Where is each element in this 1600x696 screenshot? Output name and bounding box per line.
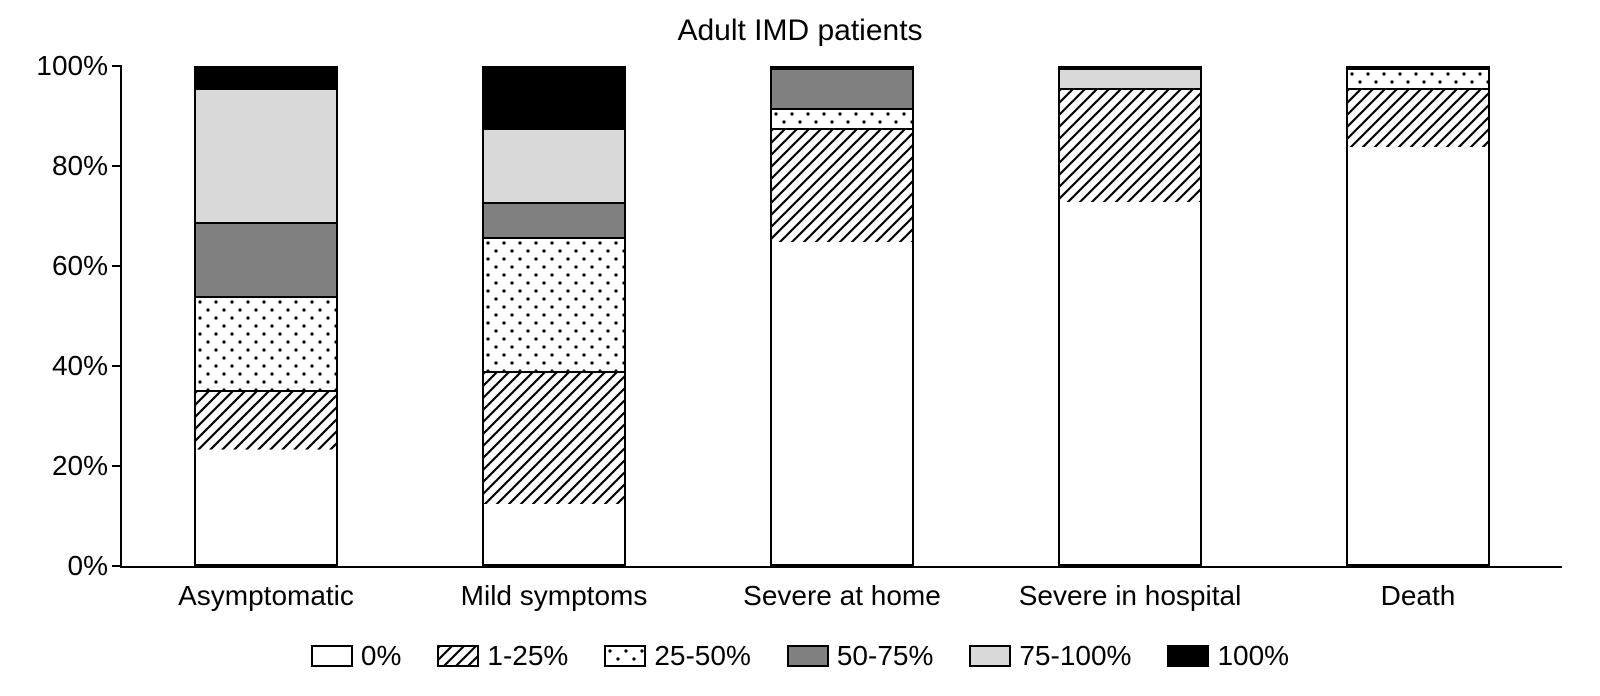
- bar-segment: [1060, 202, 1200, 564]
- y-tick-mark: [112, 465, 122, 467]
- legend-label: 1-25%: [487, 640, 568, 672]
- bar-severe-home: [770, 66, 914, 566]
- legend-label: 25-50%: [654, 640, 751, 672]
- legend-label: 75-100%: [1019, 640, 1131, 672]
- legend-label: 100%: [1217, 640, 1289, 672]
- bars-layer: [122, 66, 1562, 566]
- bar-segment: [484, 128, 624, 202]
- legend-item-pct50-75: 50-75%: [787, 640, 934, 672]
- bar-segment: [772, 68, 912, 108]
- bar-mild: [482, 66, 626, 566]
- chart-container: Adult IMD patients 0%20%40%60%80%100% As…: [0, 0, 1600, 696]
- bar-death: [1346, 66, 1490, 566]
- bar-segment: [196, 222, 336, 296]
- bar-segment: [484, 371, 624, 505]
- bar-segment: [484, 68, 624, 128]
- y-tick-mark: [112, 265, 122, 267]
- bar-segment: [196, 88, 336, 222]
- x-axis-labels: Asymptomatic Mild symptoms Severe at home S…: [122, 566, 1562, 626]
- legend-swatch: [787, 645, 829, 667]
- bar-segment: [1060, 68, 1200, 88]
- bar-segment: [196, 450, 336, 564]
- legend-label: 0%: [361, 640, 401, 672]
- bar-slot: [1274, 66, 1562, 566]
- bar-slot: [122, 66, 410, 566]
- legend-item-pct1-25: 1-25%: [437, 640, 568, 672]
- bar-segment: [484, 202, 624, 237]
- bar-segment: [196, 390, 336, 450]
- bar-segment: [772, 108, 912, 128]
- legend-swatch: [1167, 645, 1209, 667]
- y-tick-label: 100%: [36, 50, 122, 82]
- bar-asymptomatic: [194, 66, 338, 566]
- legend-swatch: [604, 645, 646, 667]
- legend-swatch: [969, 645, 1011, 667]
- bar-segment: [1348, 147, 1488, 564]
- bar-segment: [1348, 68, 1488, 88]
- y-tick-mark: [112, 65, 122, 67]
- legend: 0% 1-25% 25-50% 50-75% 75-100% 100%: [0, 640, 1600, 672]
- chart-title: Adult IMD patients: [0, 14, 1600, 48]
- y-tick-mark: [112, 165, 122, 167]
- bar-slot: [698, 66, 986, 566]
- x-label-severe-home: Severe at home: [743, 580, 941, 612]
- bar-slot: [410, 66, 698, 566]
- bar-segment: [484, 504, 624, 564]
- legend-swatch: [437, 645, 479, 667]
- bar-segment: [1060, 88, 1200, 202]
- legend-item-pct25-50: 25-50%: [604, 640, 751, 672]
- legend-item-pct0: 0%: [311, 640, 401, 672]
- x-label-asymptomatic: Asymptomatic: [178, 580, 354, 612]
- x-label-severe-hospital: Severe in hospital: [1019, 580, 1242, 612]
- bar-segment: [484, 237, 624, 371]
- bar-segment: [196, 296, 336, 390]
- legend-swatch: [311, 645, 353, 667]
- x-label-mild: Mild symptoms: [461, 580, 648, 612]
- x-label-death: Death: [1381, 580, 1456, 612]
- bar-segment: [772, 128, 912, 242]
- bar-severe-hospital: [1058, 66, 1202, 566]
- bar-segment: [1348, 88, 1488, 148]
- legend-item-pct75-100: 75-100%: [969, 640, 1131, 672]
- plot-area: 0%20%40%60%80%100% AsymptomaticMild symp…: [120, 66, 1562, 568]
- legend-label: 50-75%: [837, 640, 934, 672]
- bar-segment: [196, 68, 336, 88]
- y-tick-mark: [112, 565, 122, 567]
- bar-segment: [772, 242, 912, 564]
- y-tick-mark: [112, 365, 122, 367]
- legend-item-pct100: 100%: [1167, 640, 1289, 672]
- bar-slot: [986, 66, 1274, 566]
